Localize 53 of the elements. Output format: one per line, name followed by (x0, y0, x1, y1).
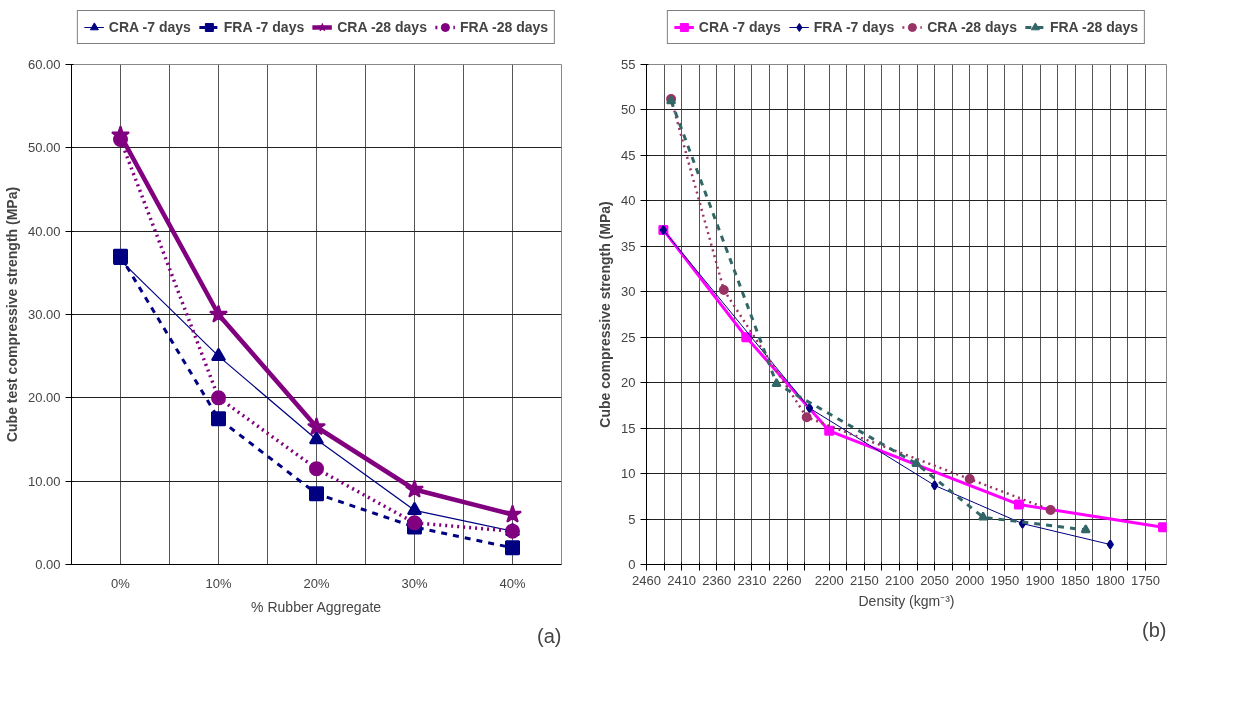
y-tick-label: 0.00 (35, 557, 61, 572)
legend-label: FRA -28 days (1049, 19, 1139, 35)
x-tick-label: 1800 (1095, 572, 1125, 588)
y-axis-title: Cube compressive strength (MPa) (597, 201, 614, 428)
y-axis-title: Cube test compressive strength (MPa) (3, 186, 20, 443)
x-tick-label: 2200 (814, 572, 844, 588)
x-tick-label: 2100 (885, 572, 914, 588)
x-tick-label: 40% (499, 575, 526, 591)
y-tick-label: 50 (621, 102, 636, 118)
y-tick-label: 50.00 (27, 140, 61, 156)
text: (b) (1142, 618, 1167, 641)
y-tick-label: 55 (621, 57, 636, 72)
x-tick-label: 2460 (632, 572, 661, 588)
y-tick-label: 10.00 (27, 473, 61, 489)
x-tick-label: 2310 (737, 572, 767, 588)
legend-label: CRA -28 days (337, 19, 427, 35)
x-axis-title: Density (kgm⁻³) (858, 592, 955, 609)
y-tick-label: 20 (621, 375, 636, 391)
x-tick-label: 1900 (1025, 572, 1055, 588)
legend-label: CRA -28 days (927, 19, 1017, 35)
legend-label: FRA -7 days (223, 19, 305, 35)
x-tick-label: 1950 (990, 572, 1020, 588)
x-tick-label: 10% (205, 575, 232, 591)
x-tick-label: 2360 (702, 572, 732, 588)
y-tick-label: 40 (621, 193, 636, 209)
y-tick-label: 30.00 (27, 307, 61, 322)
y-tick-label: 15 (621, 420, 636, 436)
y-tick-label: 35 (621, 238, 636, 254)
y-tick-label: 10 (621, 466, 636, 482)
legend-label: CRA -7 days (108, 19, 191, 35)
y-tick-label: 5 (628, 511, 636, 527)
x-tick-label: 2260 (772, 572, 802, 588)
x-axis-title: % Rubber Aggregate (251, 598, 382, 615)
legend-label: CRA -7 days (698, 19, 781, 35)
y-tick-label: 60.00 (27, 57, 61, 72)
x-tick-label: 0% (111, 575, 131, 591)
y-tick-label: 30 (621, 284, 636, 300)
y-tick-label: 45 (621, 147, 636, 163)
y-tick-label: 25 (621, 329, 636, 345)
x-tick-label: 2410 (667, 572, 697, 588)
x-tick-label: 2050 (920, 572, 950, 588)
x-tick-label: 2000 (955, 572, 985, 588)
x-tick-label: 30% (401, 575, 428, 591)
y-tick-label: 40.00 (27, 223, 61, 239)
x-tick-label: 2150 (849, 572, 879, 588)
x-tick-label: 1850 (1060, 572, 1090, 588)
y-tick-label: 0 (628, 557, 636, 572)
legend-label: FRA -7 days (813, 19, 895, 35)
legend-label: FRA -28 days (459, 19, 549, 35)
x-tick-label: 1750 (1130, 572, 1160, 588)
text: (a) (537, 624, 562, 647)
x-tick-label: 20% (303, 575, 330, 591)
y-tick-label: 20.00 (27, 390, 61, 406)
